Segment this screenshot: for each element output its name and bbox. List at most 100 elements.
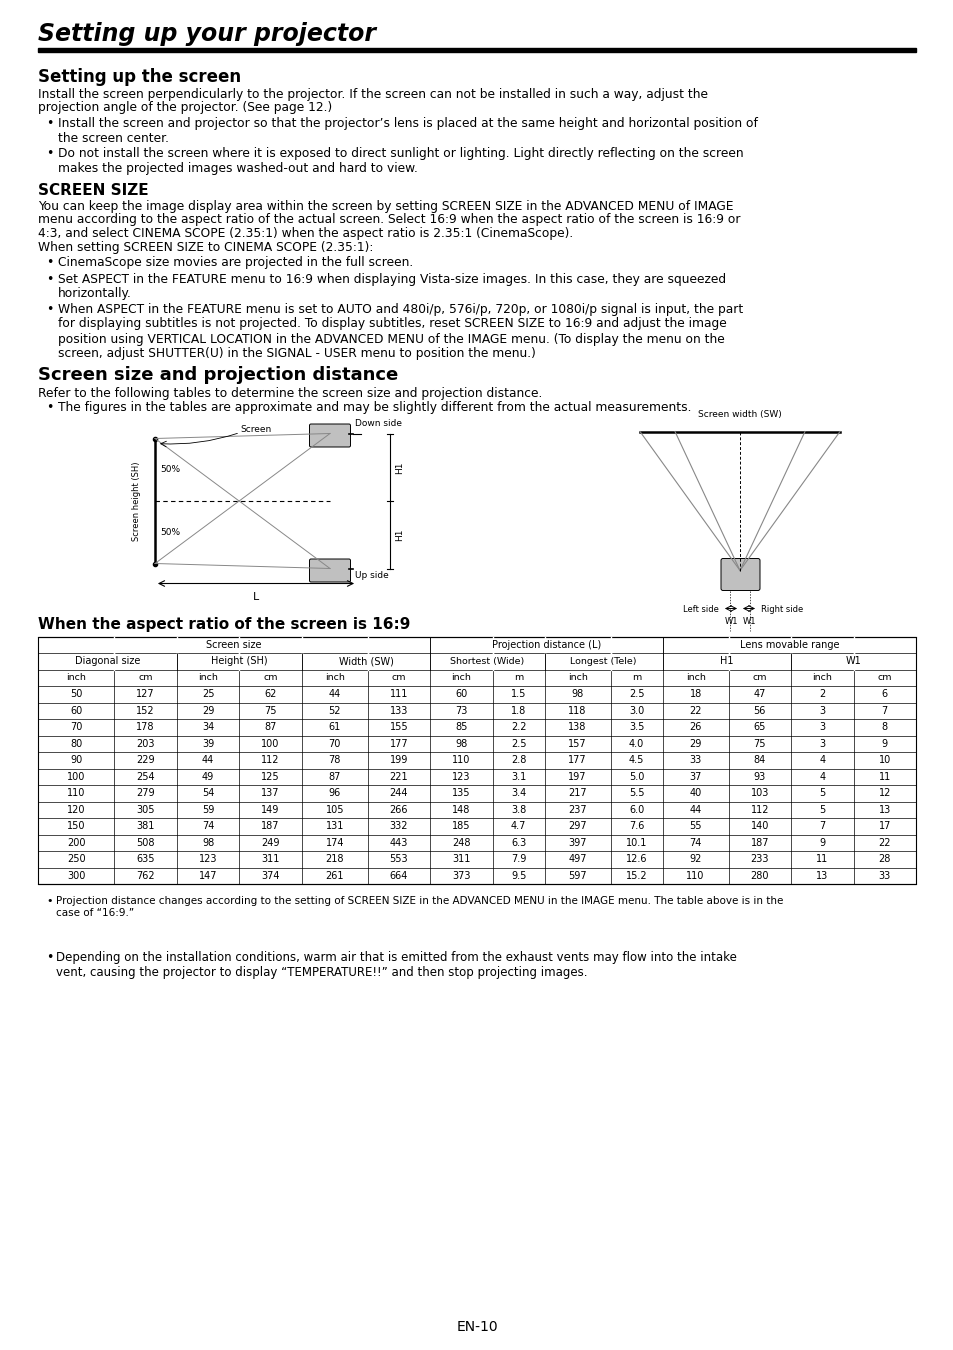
- Text: Longest (Tele): Longest (Tele): [570, 656, 637, 666]
- Text: Shortest (Wide): Shortest (Wide): [450, 656, 524, 666]
- Text: 65: 65: [753, 722, 765, 732]
- Text: 3.5: 3.5: [628, 722, 643, 732]
- Text: 11: 11: [816, 855, 827, 864]
- Text: •: •: [46, 147, 53, 161]
- Text: 6.3: 6.3: [511, 838, 526, 848]
- Text: 110: 110: [67, 788, 85, 798]
- Text: 553: 553: [389, 855, 408, 864]
- Text: •: •: [46, 896, 52, 906]
- Text: 44: 44: [689, 805, 701, 815]
- Text: 25: 25: [202, 690, 214, 699]
- Text: 2.5: 2.5: [628, 690, 643, 699]
- Text: 28: 28: [878, 855, 890, 864]
- Text: Setting up the screen: Setting up the screen: [38, 68, 241, 86]
- Text: 123: 123: [452, 772, 470, 782]
- Text: 140: 140: [750, 821, 768, 832]
- Text: inch: inch: [567, 674, 587, 682]
- Text: 7.6: 7.6: [628, 821, 643, 832]
- Text: cm: cm: [752, 674, 766, 682]
- Text: L: L: [253, 591, 259, 602]
- Text: 12: 12: [878, 788, 890, 798]
- Text: W1: W1: [844, 656, 861, 667]
- Text: 374: 374: [261, 871, 279, 880]
- Text: 33: 33: [878, 871, 890, 880]
- Text: 137: 137: [261, 788, 279, 798]
- Text: 98: 98: [455, 738, 467, 749]
- Text: 50%: 50%: [160, 466, 180, 474]
- Text: Up side: Up side: [355, 571, 388, 580]
- Text: menu according to the aspect ratio of the actual screen. Select 16:9 when the as: menu according to the aspect ratio of th…: [38, 213, 740, 227]
- Text: 148: 148: [452, 805, 470, 815]
- Text: H1: H1: [395, 460, 403, 474]
- Text: When the aspect ratio of the screen is 16:9: When the aspect ratio of the screen is 1…: [38, 617, 410, 632]
- Text: 597: 597: [568, 871, 586, 880]
- Text: 7: 7: [819, 821, 824, 832]
- Text: 29: 29: [202, 706, 214, 716]
- Text: inch: inch: [451, 674, 471, 682]
- Text: 443: 443: [390, 838, 408, 848]
- Text: 100: 100: [67, 772, 85, 782]
- Text: 110: 110: [452, 755, 470, 765]
- Text: 218: 218: [325, 855, 344, 864]
- Text: 174: 174: [325, 838, 344, 848]
- Text: Install the screen perpendicularly to the projector. If the screen can not be in: Install the screen perpendicularly to th…: [38, 88, 707, 101]
- Text: 135: 135: [452, 788, 470, 798]
- Text: 60: 60: [455, 690, 467, 699]
- Text: 185: 185: [452, 821, 470, 832]
- FancyBboxPatch shape: [309, 424, 350, 447]
- Text: 75: 75: [753, 738, 765, 749]
- Text: 55: 55: [689, 821, 701, 832]
- Text: 280: 280: [750, 871, 768, 880]
- Text: 29: 29: [689, 738, 701, 749]
- Text: 254: 254: [136, 772, 154, 782]
- Text: 5.5: 5.5: [628, 788, 643, 798]
- Text: 150: 150: [67, 821, 86, 832]
- Text: 7.9: 7.9: [511, 855, 526, 864]
- Text: Projection distance changes according to the setting of SCREEN SIZE in the ADVAN: Projection distance changes according to…: [56, 896, 782, 918]
- Text: Diagonal size: Diagonal size: [74, 656, 140, 667]
- Text: 138: 138: [568, 722, 586, 732]
- Text: 133: 133: [390, 706, 408, 716]
- Text: 187: 187: [750, 838, 768, 848]
- Text: 17: 17: [878, 821, 890, 832]
- Text: inch: inch: [812, 674, 831, 682]
- Text: 50%: 50%: [160, 528, 180, 537]
- Text: 250: 250: [67, 855, 86, 864]
- Text: EN-10: EN-10: [456, 1320, 497, 1334]
- Text: 157: 157: [568, 738, 586, 749]
- Text: 54: 54: [202, 788, 214, 798]
- Bar: [38, 49, 915, 53]
- Text: 90: 90: [70, 755, 82, 765]
- Text: 10: 10: [878, 755, 890, 765]
- Text: 233: 233: [750, 855, 768, 864]
- Text: CinemaScope size movies are projected in the full screen.: CinemaScope size movies are projected in…: [58, 256, 413, 269]
- Text: 78: 78: [328, 755, 340, 765]
- Text: 508: 508: [136, 838, 154, 848]
- Text: 103: 103: [750, 788, 768, 798]
- Text: 187: 187: [261, 821, 279, 832]
- Text: H1: H1: [720, 656, 733, 667]
- Text: Depending on the installation conditions, warm air that is emitted from the exha: Depending on the installation conditions…: [56, 950, 736, 979]
- Text: 3.1: 3.1: [511, 772, 526, 782]
- Text: 13: 13: [816, 871, 827, 880]
- Text: 6.0: 6.0: [628, 805, 643, 815]
- Text: 297: 297: [568, 821, 586, 832]
- Text: 33: 33: [689, 755, 701, 765]
- Text: •: •: [46, 401, 53, 413]
- Text: •: •: [46, 302, 53, 316]
- Text: 118: 118: [568, 706, 586, 716]
- Text: 2: 2: [819, 690, 824, 699]
- Text: 635: 635: [136, 855, 154, 864]
- Text: 229: 229: [136, 755, 154, 765]
- Text: 44: 44: [202, 755, 213, 765]
- FancyBboxPatch shape: [720, 559, 760, 590]
- Text: 98: 98: [571, 690, 583, 699]
- Text: 178: 178: [136, 722, 154, 732]
- Text: 237: 237: [568, 805, 586, 815]
- Text: 397: 397: [568, 838, 586, 848]
- Text: 248: 248: [452, 838, 470, 848]
- Text: 9.5: 9.5: [511, 871, 526, 880]
- Text: m: m: [514, 674, 523, 682]
- FancyBboxPatch shape: [309, 559, 350, 582]
- Text: Down side: Down side: [355, 420, 401, 428]
